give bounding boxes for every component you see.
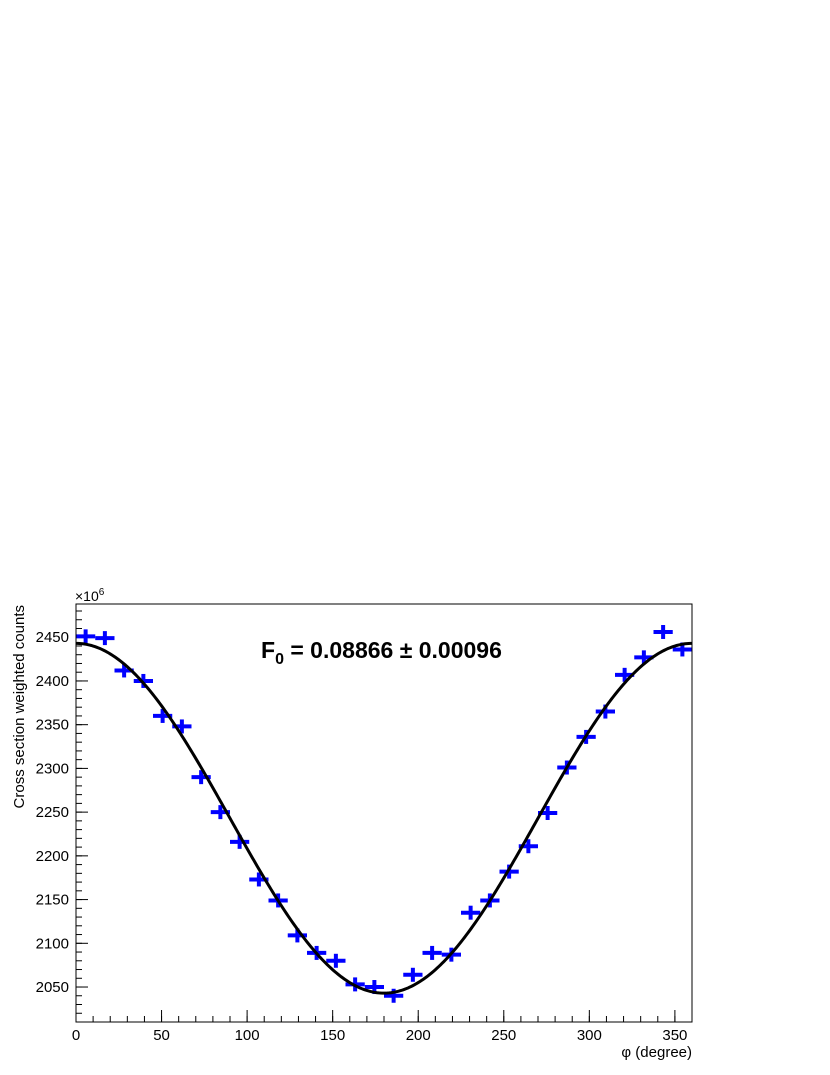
x-tick-label: 150	[320, 1027, 345, 1044]
x-tick-label: 200	[406, 1027, 431, 1044]
y-scale-label: ×106	[75, 587, 105, 604]
y-tick-label: 2050	[36, 979, 69, 996]
frame	[75, 603, 693, 1023]
x-tick-label: 100	[235, 1027, 260, 1044]
y-tick-label: 2150	[36, 892, 69, 909]
y-axis-title: Cross section weighted counts	[11, 605, 28, 808]
annotation: F0 = 0.08866 ± 0.00096	[261, 637, 502, 668]
x-tick-label: 300	[577, 1027, 602, 1044]
x-tick-label: 250	[491, 1027, 516, 1044]
y-tick-label: 2100	[36, 935, 69, 952]
fit-curve	[75, 641, 693, 995]
y-scale-base: ×10	[75, 588, 99, 604]
annotation-subscript: 0	[275, 651, 284, 668]
annotation-main: F	[261, 637, 275, 663]
y-tick-label: 2400	[36, 673, 69, 690]
plot-area: 0 50 100 150 200 250 300 350 2050 2100 2150 2200 225…	[36, 610, 693, 1044]
x-tick-label: 0	[72, 1027, 80, 1044]
y-tick-label: 2200	[36, 848, 69, 865]
annotation-rest: = 0.08866 ± 0.00096	[284, 637, 502, 663]
y-scale-exponent: 6	[99, 587, 105, 598]
x-tick-label: 50	[153, 1027, 170, 1044]
y-tick-label: 2300	[36, 760, 69, 777]
x-axis-title: φ (degree)	[621, 1044, 692, 1061]
y-tick-label: 2450	[36, 629, 69, 646]
y-tick-label: 2350	[36, 717, 69, 734]
x-tick-label: 350	[662, 1027, 687, 1044]
y-tick-label: 2250	[36, 804, 69, 821]
